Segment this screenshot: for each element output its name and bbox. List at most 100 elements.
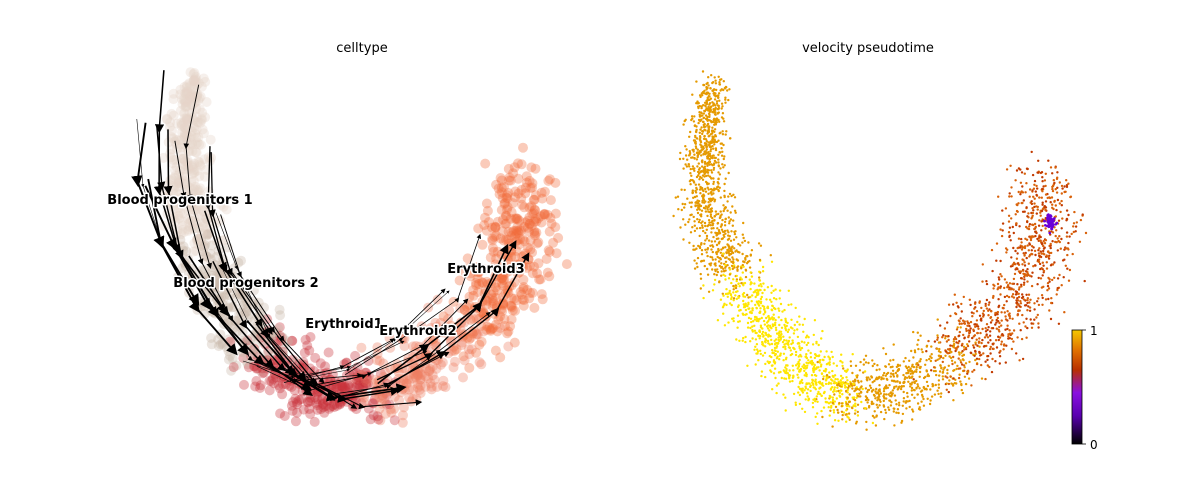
cell-point bbox=[697, 174, 700, 177]
cell-point bbox=[873, 416, 876, 419]
cell-point bbox=[816, 360, 819, 364]
cell-point bbox=[966, 369, 970, 372]
cell-point bbox=[936, 389, 939, 392]
cell-point bbox=[724, 260, 728, 263]
cell-point bbox=[179, 113, 190, 124]
cell-point bbox=[1066, 267, 1069, 270]
cell-point bbox=[863, 370, 867, 373]
cell-point bbox=[704, 171, 707, 174]
cell-point bbox=[825, 378, 828, 381]
cell-point bbox=[926, 384, 930, 388]
cell-point bbox=[757, 303, 760, 306]
cell-point bbox=[1037, 303, 1041, 307]
cell-point bbox=[1001, 229, 1004, 232]
cell-point bbox=[1014, 213, 1017, 216]
cell-point bbox=[853, 412, 857, 415]
cell-point bbox=[697, 162, 700, 165]
cell-point bbox=[1069, 195, 1073, 198]
cell-point bbox=[189, 80, 199, 91]
cell-point bbox=[788, 377, 791, 380]
cell-point bbox=[778, 354, 782, 357]
cell-point bbox=[922, 376, 926, 380]
cell-point bbox=[717, 75, 720, 79]
cell-point bbox=[947, 338, 950, 342]
cell-point bbox=[719, 216, 722, 219]
cell-point bbox=[900, 421, 903, 424]
cell-point bbox=[912, 378, 915, 381]
cell-point bbox=[769, 369, 772, 372]
cell-point bbox=[692, 181, 696, 184]
cell-point bbox=[1009, 164, 1012, 167]
cell-point bbox=[196, 81, 207, 92]
cell-point bbox=[1054, 204, 1058, 207]
cell-point bbox=[714, 258, 717, 261]
cell-point bbox=[728, 235, 731, 238]
cell-point bbox=[720, 88, 723, 91]
cell-point bbox=[860, 380, 863, 383]
cell-point bbox=[704, 239, 707, 242]
cell-point bbox=[776, 355, 779, 358]
cell-point bbox=[1017, 237, 1021, 240]
cell-point bbox=[833, 393, 836, 396]
cell-point bbox=[458, 372, 468, 383]
cell-point bbox=[707, 76, 710, 79]
cell-point bbox=[275, 408, 286, 419]
cell-point bbox=[978, 350, 981, 354]
cell-point bbox=[981, 338, 984, 342]
cell-point bbox=[892, 407, 895, 410]
cell-point bbox=[704, 231, 707, 235]
cell-point bbox=[779, 352, 782, 355]
cell-point bbox=[168, 155, 179, 165]
cell-point bbox=[839, 374, 843, 378]
cell-point bbox=[986, 336, 990, 339]
cell-point bbox=[913, 370, 916, 373]
cell-point bbox=[707, 174, 710, 177]
cell-point bbox=[500, 210, 511, 221]
cell-point bbox=[722, 294, 725, 297]
cell-point bbox=[875, 368, 878, 372]
cell-point bbox=[1011, 282, 1014, 285]
cell-point bbox=[821, 415, 824, 419]
cell-point bbox=[714, 156, 717, 160]
cell-point bbox=[809, 356, 813, 359]
cell-point bbox=[695, 262, 698, 265]
cell-point bbox=[734, 294, 737, 297]
cell-point bbox=[835, 364, 839, 367]
cell-point bbox=[397, 417, 408, 428]
cell-point bbox=[1037, 276, 1040, 280]
cell-point bbox=[780, 326, 784, 329]
cell-point bbox=[753, 348, 756, 351]
cell-point bbox=[708, 160, 711, 163]
cell-point bbox=[714, 264, 717, 267]
cell-point bbox=[798, 315, 801, 318]
cell-point bbox=[1033, 197, 1036, 200]
cell-point bbox=[1000, 311, 1003, 314]
cell-point bbox=[785, 372, 788, 375]
cell-point bbox=[997, 195, 1000, 198]
cell-point bbox=[918, 406, 921, 409]
cell-point bbox=[794, 364, 798, 367]
cell-point bbox=[760, 285, 763, 288]
cell-point bbox=[1027, 293, 1031, 296]
cell-point bbox=[905, 366, 909, 370]
cell-point bbox=[1048, 231, 1051, 235]
cell-point bbox=[480, 212, 490, 223]
cell-point bbox=[707, 98, 710, 101]
cell-point bbox=[730, 264, 734, 268]
cell-point bbox=[505, 175, 516, 186]
cell-point bbox=[833, 386, 836, 389]
cell-point bbox=[703, 89, 706, 93]
cell-point bbox=[512, 222, 523, 233]
cell-point bbox=[758, 270, 761, 273]
cell-point bbox=[1057, 219, 1061, 222]
cell-point bbox=[892, 358, 895, 362]
cell-point bbox=[694, 134, 697, 138]
cell-point bbox=[709, 120, 713, 123]
cell-point bbox=[846, 391, 849, 394]
cell-point bbox=[955, 348, 958, 351]
cell-point bbox=[766, 339, 770, 343]
cell-point bbox=[974, 358, 977, 362]
cell-point bbox=[544, 271, 555, 282]
cell-point bbox=[724, 269, 727, 272]
cell-point bbox=[702, 116, 706, 120]
